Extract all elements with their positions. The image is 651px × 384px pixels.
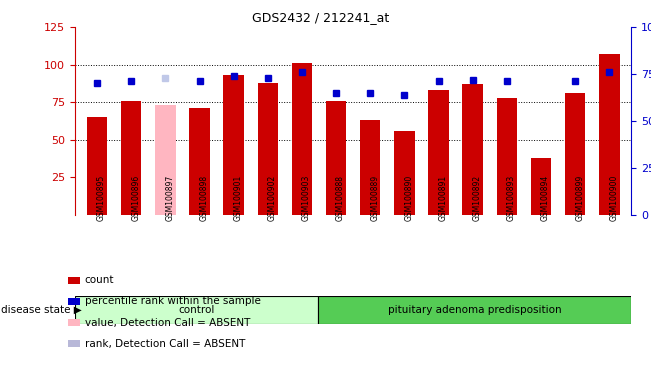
Text: GSM100893: GSM100893 — [507, 175, 516, 222]
Text: value, Detection Call = ABSENT: value, Detection Call = ABSENT — [85, 318, 250, 328]
Bar — [189, 108, 210, 215]
Text: GSM100900: GSM100900 — [609, 175, 618, 222]
Bar — [531, 158, 551, 215]
Bar — [360, 120, 380, 215]
Bar — [326, 101, 346, 215]
Text: GSM100899: GSM100899 — [575, 175, 584, 222]
Text: GSM100890: GSM100890 — [404, 175, 413, 222]
Bar — [462, 84, 483, 215]
Text: GDS2432 / 212241_at: GDS2432 / 212241_at — [252, 12, 389, 25]
Bar — [155, 105, 176, 215]
Text: GSM100895: GSM100895 — [97, 175, 106, 222]
Bar — [121, 101, 141, 215]
Text: disease state ▶: disease state ▶ — [1, 305, 82, 315]
Text: GSM100892: GSM100892 — [473, 175, 482, 222]
Text: GSM100897: GSM100897 — [165, 175, 174, 222]
Bar — [599, 54, 620, 215]
Bar — [223, 75, 244, 215]
Text: GSM100898: GSM100898 — [199, 175, 208, 222]
Text: GSM100888: GSM100888 — [336, 175, 345, 222]
Bar — [318, 296, 631, 324]
Text: control: control — [178, 305, 215, 315]
Bar — [292, 63, 312, 215]
Bar — [75, 296, 318, 324]
Bar — [428, 90, 449, 215]
Text: GSM100902: GSM100902 — [268, 175, 277, 222]
Text: pituitary adenoma predisposition: pituitary adenoma predisposition — [388, 305, 562, 315]
Text: GSM100901: GSM100901 — [234, 175, 243, 222]
Text: GSM100896: GSM100896 — [132, 175, 140, 222]
Bar — [394, 131, 415, 215]
Text: count: count — [85, 275, 114, 285]
Bar — [497, 98, 517, 215]
Text: percentile rank within the sample: percentile rank within the sample — [85, 296, 260, 306]
Text: GSM100903: GSM100903 — [302, 175, 311, 222]
Text: GSM100891: GSM100891 — [439, 175, 447, 222]
Text: rank, Detection Call = ABSENT: rank, Detection Call = ABSENT — [85, 339, 245, 349]
Text: GSM100894: GSM100894 — [541, 175, 550, 222]
Bar — [258, 83, 278, 215]
Text: GSM100889: GSM100889 — [370, 175, 380, 222]
Bar — [87, 117, 107, 215]
Bar — [565, 93, 585, 215]
